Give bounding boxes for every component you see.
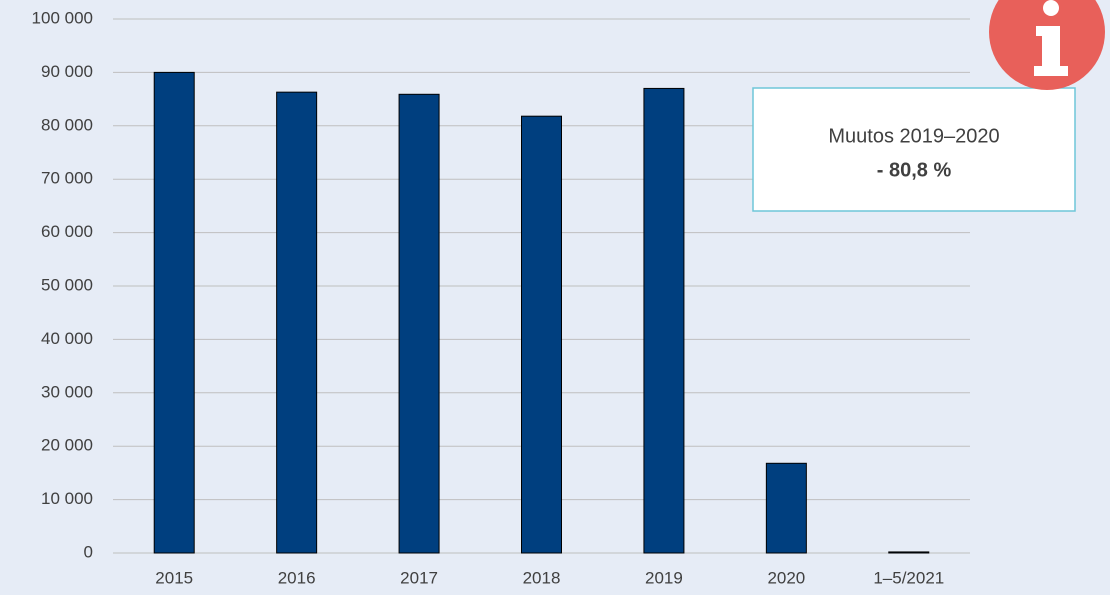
y-tick-label: 10 000 [41,489,93,508]
x-tick-label: 2016 [278,568,316,587]
x-tick-label: 2018 [523,568,561,587]
x-tick-label: 2015 [155,568,193,587]
x-tick-label: 2017 [400,568,438,587]
y-tick-label: 50 000 [41,275,93,294]
y-tick-label: 40 000 [41,329,93,348]
bar [888,551,930,554]
y-tick-label: 90 000 [41,62,93,81]
bar [765,462,807,554]
info-dot [1043,0,1059,16]
bar [153,71,195,554]
y-tick-label: 0 [84,542,93,561]
x-tick-label: 2019 [645,568,683,587]
bar [276,91,318,554]
y-tick-label: 20 000 [41,436,93,455]
y-tick-label: 30 000 [41,382,93,401]
info-stem [1034,26,1068,76]
x-tick-label: 1–5/2021 [873,568,944,587]
info-icon [989,0,1105,90]
bar [521,115,562,554]
y-tick-label: 60 000 [41,222,93,241]
x-tick-label: 2020 [767,568,805,587]
y-tick-label: 70 000 [41,169,93,188]
annotation-value: - 80,8 % [877,159,952,181]
y-tick-label: 100 000 [32,8,93,27]
bar [643,87,685,554]
bar [398,93,440,554]
y-tick-label: 80 000 [41,115,93,134]
annotation-box [752,87,1076,212]
annotation-text: Muutos 2019–2020 [828,125,999,147]
